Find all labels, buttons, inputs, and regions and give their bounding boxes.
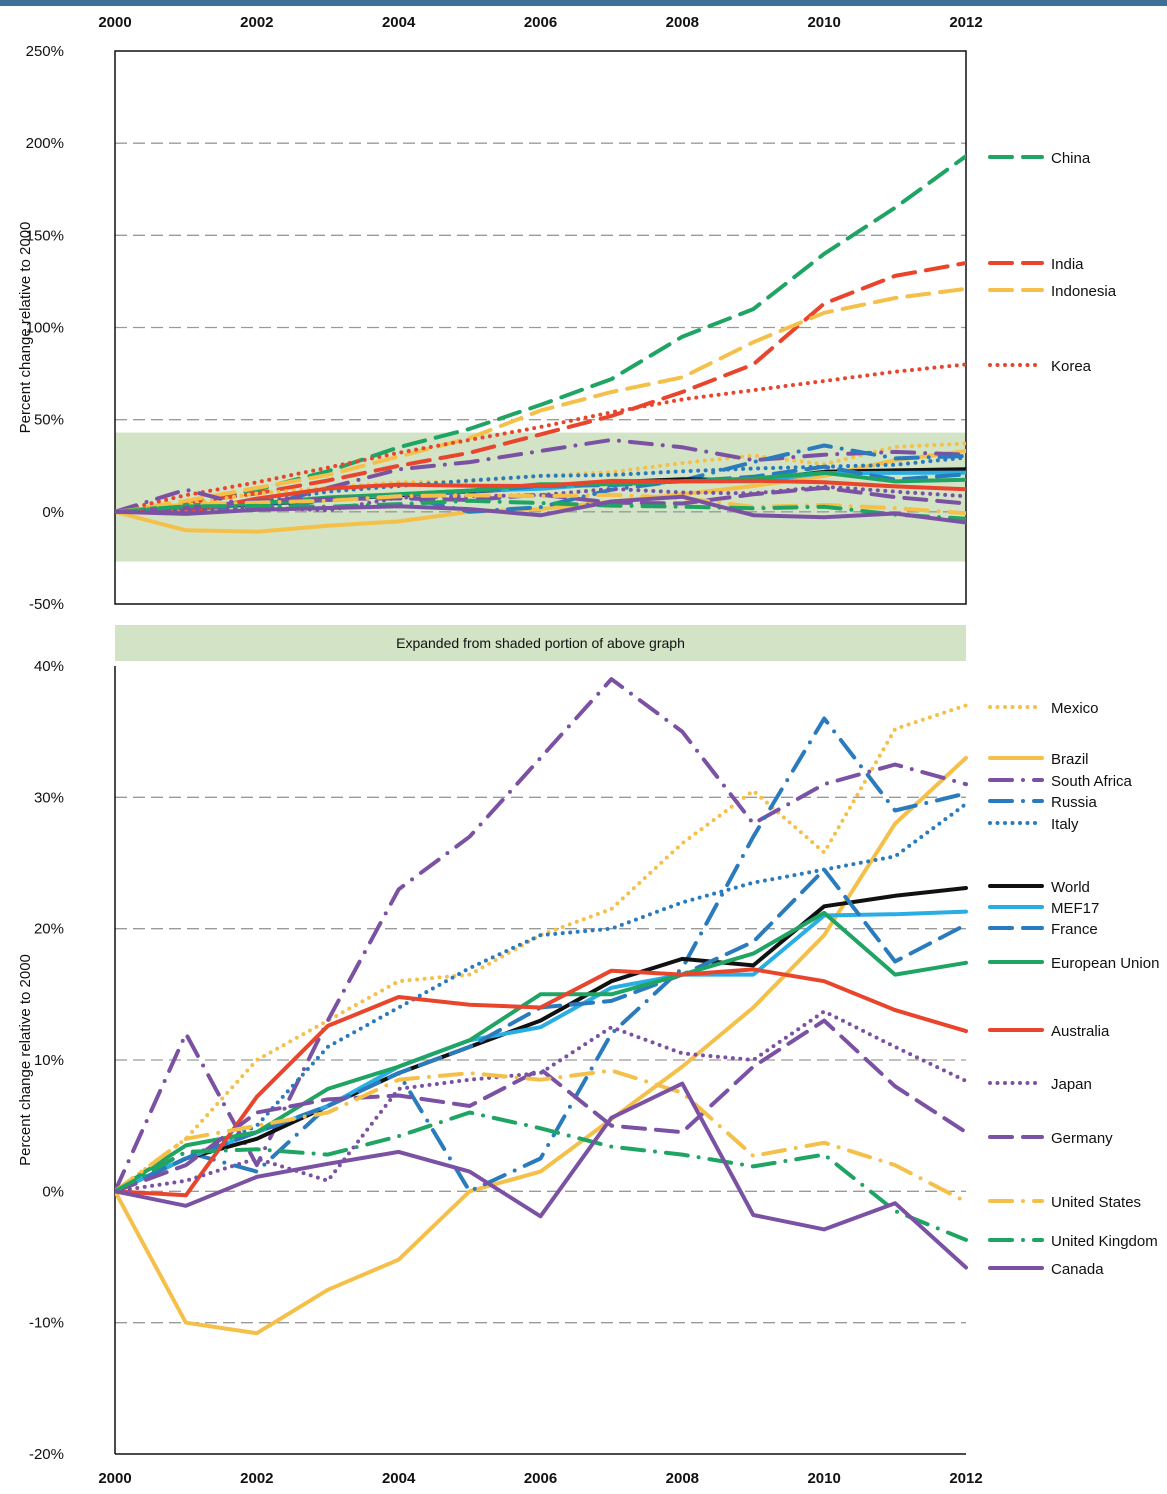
y-tick-label: 20% xyxy=(34,921,64,938)
y-tick-label: -20% xyxy=(29,1446,64,1463)
top-chart: 250% 200% 150% 100% 50% 0% -50% 2000 2002 2004 200… xyxy=(17,14,1117,613)
legend-label-mexico: Mexico xyxy=(1051,700,1099,717)
series-line-south-africa xyxy=(115,677,968,1194)
legend-label-australia: Australia xyxy=(1051,1023,1110,1040)
y-tick-label: 0% xyxy=(42,504,64,521)
y-tick-label: 10% xyxy=(34,1052,64,1069)
y-tick-label: 100% xyxy=(26,320,64,337)
y-tick-label: 30% xyxy=(34,789,64,806)
x-tick-label: 2000 xyxy=(98,14,131,31)
x-tick-label: 2010 xyxy=(807,1470,840,1487)
y-tick-label: 0% xyxy=(42,1183,64,1200)
x-tick-label: 2012 xyxy=(949,1470,982,1487)
x-tick-label: 2008 xyxy=(666,1470,699,1487)
y-axis-label: Percent change relative to 2000 xyxy=(17,222,34,434)
x-tick-label: 2008 xyxy=(666,14,699,31)
y-tick-label: -50% xyxy=(29,596,64,613)
legend-label-india: India xyxy=(1051,256,1084,273)
legend-label-korea: Korea xyxy=(1051,358,1092,375)
series-line-australia xyxy=(115,967,968,1198)
x-tick-label: 2002 xyxy=(240,1470,273,1487)
series-lines xyxy=(115,677,968,1336)
x-tick-label: 2010 xyxy=(807,14,840,31)
y-axis-label: Percent change relative to 2000 xyxy=(17,954,34,1166)
legend-label-indonesia: Indonesia xyxy=(1051,283,1117,300)
legend-label-japan: Japan xyxy=(1051,1076,1092,1093)
legend-label-brazil: Brazil xyxy=(1051,751,1089,768)
series-line-brazil xyxy=(115,449,966,534)
series-line-canada xyxy=(115,494,966,525)
legend-label-united-kingdom: United Kingdom xyxy=(1051,1233,1158,1250)
y-tick-label: -10% xyxy=(29,1315,64,1332)
expanded-banner-title: Expanded from shaded portion of above gr… xyxy=(396,635,685,651)
x-tick-label: 2012 xyxy=(949,14,982,31)
y-tick-label: 40% xyxy=(34,658,64,675)
y-tick-label: 150% xyxy=(26,227,64,244)
header-rule xyxy=(0,0,1167,6)
series-line-world xyxy=(115,886,968,1194)
legend-label-china: China xyxy=(1051,150,1091,167)
series-line-european-union xyxy=(115,910,968,1194)
legend-label-canada: Canada xyxy=(1051,1261,1104,1278)
legend-label-france: France xyxy=(1051,921,1098,938)
series-line-russia xyxy=(115,716,968,1194)
series-lines xyxy=(115,154,966,534)
legend-label-south-africa: South Africa xyxy=(1051,773,1133,790)
series-line-united-kingdom xyxy=(115,1110,968,1242)
series-line-germany xyxy=(115,1018,968,1194)
legend-label-european-union: European Union xyxy=(1051,955,1159,972)
series-line-korea xyxy=(115,362,966,514)
series-line-australia xyxy=(115,478,966,515)
x-tick-label: 2004 xyxy=(382,14,416,31)
bottom-chart: Expanded from shaded portion of above gr… xyxy=(17,625,1159,1487)
series-line-brazil xyxy=(115,755,968,1336)
series-line-indonesia xyxy=(115,286,966,514)
legend-label-italy: Italy xyxy=(1051,816,1079,833)
series-line-united-states xyxy=(115,1068,968,1204)
legend-label-russia: Russia xyxy=(1051,794,1098,811)
series-line-japan xyxy=(115,1009,968,1194)
x-tick-label: 2004 xyxy=(382,1470,416,1487)
legend-label-mef17: MEF17 xyxy=(1051,900,1099,917)
y-tick-label: 250% xyxy=(26,43,64,60)
x-tick-label: 2006 xyxy=(524,14,557,31)
legend-label-united-states: United States xyxy=(1051,1194,1141,1211)
expanded-banner xyxy=(115,625,966,661)
series-line-canada xyxy=(115,1081,968,1270)
x-tick-label: 2006 xyxy=(524,1470,557,1487)
x-tick-label: 2000 xyxy=(98,1470,131,1487)
plot-frame xyxy=(114,50,967,605)
legend-label-germany: Germany xyxy=(1051,1130,1113,1147)
y-tick-label: 200% xyxy=(26,135,64,152)
x-tick-label: 2002 xyxy=(240,14,273,31)
legend-label-world: World xyxy=(1051,879,1090,896)
y-tick-label: 50% xyxy=(34,412,64,429)
series-line-united-kingdom xyxy=(115,498,966,521)
